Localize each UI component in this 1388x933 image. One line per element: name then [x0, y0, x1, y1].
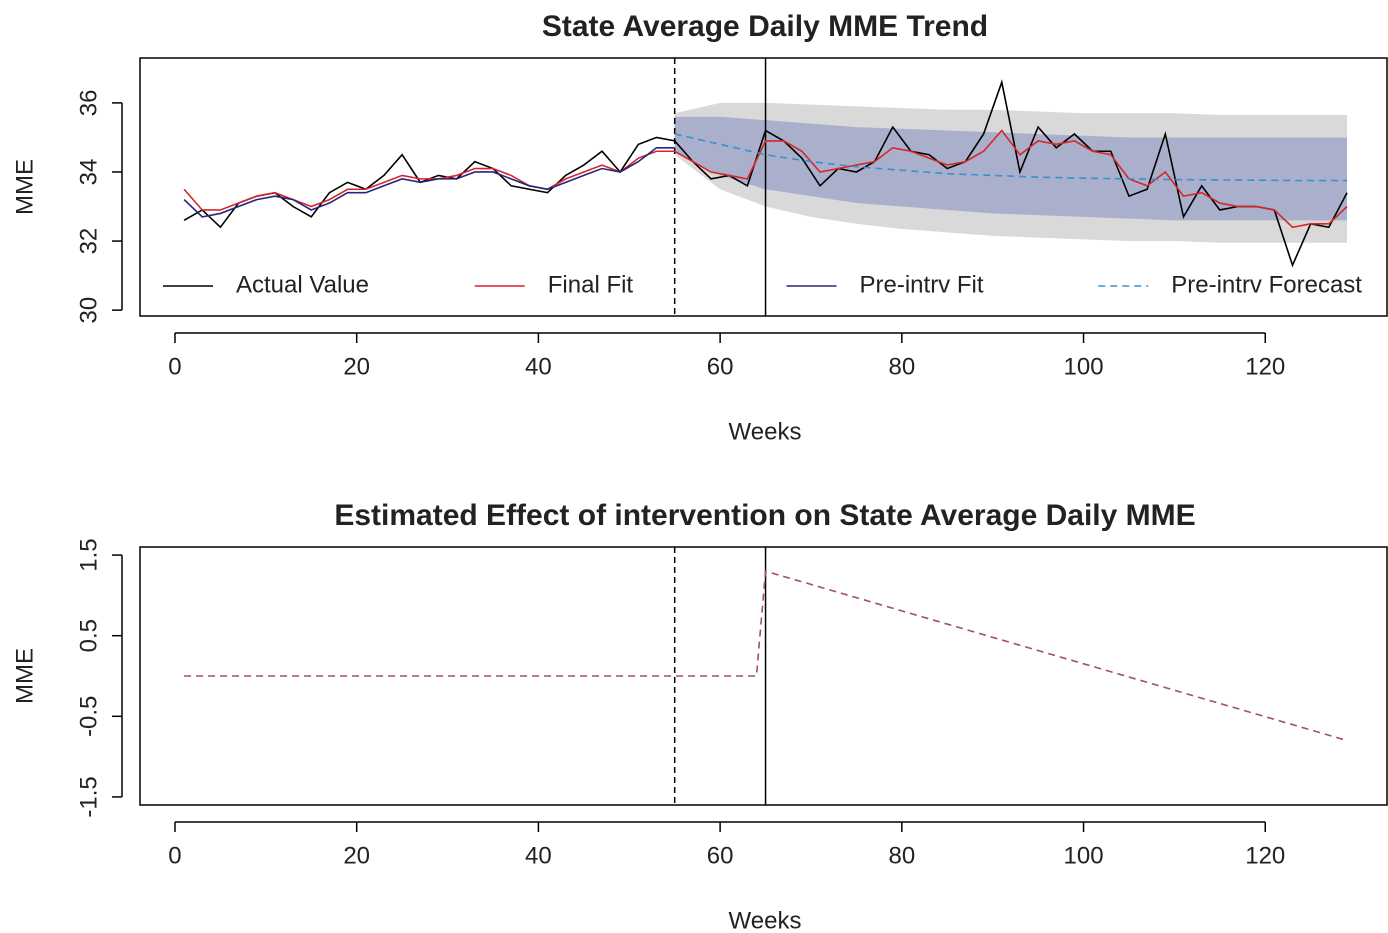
x-axis-label: Weeks: [729, 418, 802, 445]
y-tick-label: -0.5: [75, 696, 102, 737]
series-line: [183, 79, 1348, 268]
x-tick-label: 40: [525, 353, 552, 380]
x-tick-label: 100: [1064, 353, 1104, 380]
y-axis-label: MME: [11, 648, 38, 704]
y-tick-label: -1.5: [75, 776, 102, 817]
legend-label: Pre-intrv Forecast: [1171, 271, 1362, 298]
y-tick-label: 36: [75, 90, 102, 117]
x-tick-label: 80: [888, 842, 915, 869]
x-tick-label: 120: [1245, 353, 1285, 380]
x-tick-label: 120: [1245, 842, 1285, 869]
y-tick-label: 1.5: [75, 538, 102, 571]
y-tick-label: 34: [75, 159, 102, 186]
x-tick-label: 20: [343, 842, 370, 869]
x-tick-label: 80: [888, 353, 915, 380]
x-tick-label: 0: [168, 353, 181, 380]
x-tick-label: 60: [707, 353, 734, 380]
legend-label: Actual Value: [236, 271, 369, 298]
y-tick-label: 32: [75, 228, 102, 255]
x-axis-label: Weeks: [729, 907, 802, 933]
x-tick-label: 100: [1064, 842, 1104, 869]
chart-title: Estimated Effect of intervention on Stat…: [334, 499, 1195, 532]
series-line: [183, 146, 675, 218]
series-line: [184, 570, 1348, 742]
series-line: [183, 129, 1348, 229]
x-tick-label: 60: [707, 842, 734, 869]
legend-label: Pre-intrv Fit: [860, 271, 984, 298]
y-axis-label: MME: [11, 159, 38, 215]
plot-box: [139, 57, 1388, 317]
y-tick-label: 30: [75, 297, 102, 324]
plot-box: [139, 546, 1388, 806]
x-tick-label: 40: [525, 842, 552, 869]
y-tick-label: 0.5: [75, 619, 102, 652]
legend-label: Final Fit: [548, 271, 634, 298]
x-tick-label: 20: [343, 353, 370, 380]
chart-title: State Average Daily MME Trend: [542, 10, 988, 43]
x-tick-label: 0: [168, 842, 181, 869]
